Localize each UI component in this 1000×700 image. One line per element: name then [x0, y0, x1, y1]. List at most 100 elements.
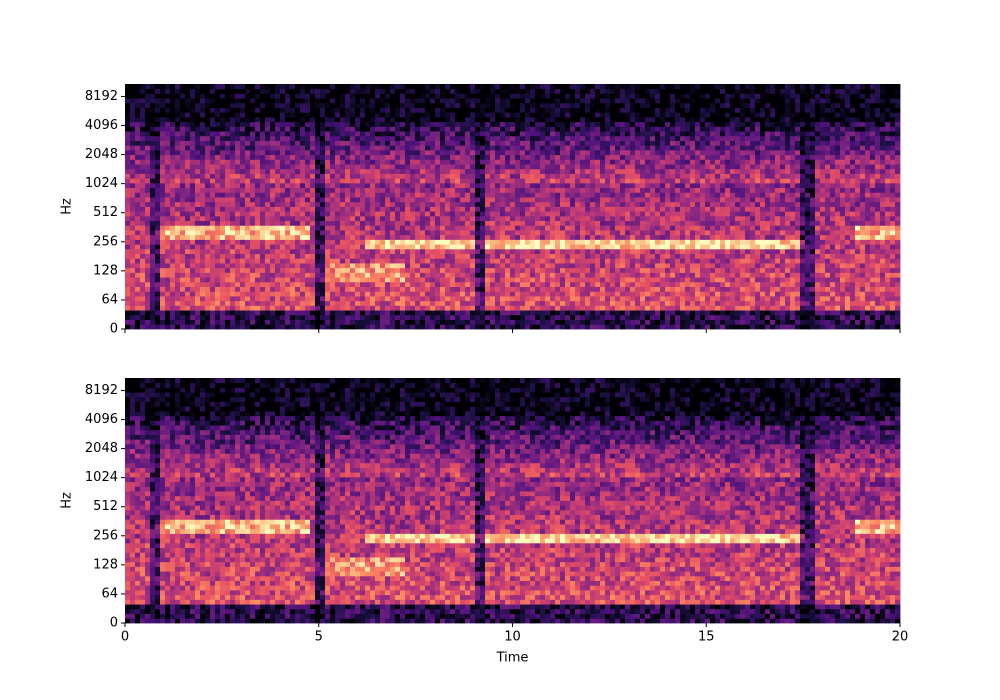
- spectrogram-cell: [225, 154, 231, 160]
- spectrogram-cell: [155, 248, 161, 255]
- spectrogram-cell: [520, 159, 526, 165]
- spectrogram-cell: [595, 154, 601, 160]
- spectrogram-cell: [540, 319, 546, 325]
- spectrogram-cell: [195, 272, 201, 278]
- spectrogram-cell: [410, 286, 416, 292]
- spectrogram-cell: [135, 107, 141, 113]
- spectrogram-cell: [410, 277, 416, 283]
- spectrogram-cell: [420, 291, 426, 297]
- spectrogram-cell: [230, 168, 236, 174]
- spectrogram-cell: [125, 192, 131, 198]
- spectrogram-cell: [445, 107, 451, 113]
- spectrogram-cell: [530, 145, 536, 151]
- spectrogram-cell: [475, 197, 481, 203]
- spectrogram-cell: [540, 220, 546, 226]
- spectrogram-cell: [330, 234, 336, 240]
- spectrogram-cell: [140, 230, 146, 236]
- spectrogram-cell: [600, 98, 606, 104]
- spectrogram-cell: [280, 281, 286, 287]
- spectrogram-cell: [165, 286, 171, 292]
- spectrogram-cell: [240, 201, 246, 207]
- spectrogram-cell: [140, 244, 146, 250]
- spectrogram-cell: [335, 187, 341, 193]
- spectrogram-cell: [370, 244, 376, 250]
- spectrogram-cell: [300, 319, 306, 325]
- spectrogram-cell: [340, 140, 346, 146]
- spectrogram-cell: [230, 286, 236, 292]
- spectrogram-cell: [130, 168, 136, 174]
- spectrogram-cell: [300, 324, 306, 330]
- spectrogram-cell: [350, 277, 356, 283]
- spectrogram-cell: [235, 234, 241, 240]
- spectrogram-cell: [270, 310, 276, 316]
- spectrogram-cell: [445, 258, 451, 264]
- spectrogram-cell: [510, 239, 516, 245]
- spectrogram-cell: [145, 98, 151, 104]
- spectrogram-cell: [425, 173, 431, 179]
- spectrogram-cell: [445, 314, 451, 320]
- spectrogram-cell: [305, 324, 311, 330]
- spectrogram-cell: [400, 239, 406, 245]
- spectrogram-cell: [195, 286, 201, 292]
- spectrogram-cell: [410, 145, 416, 151]
- spectrogram-cell: [425, 88, 431, 94]
- spectrogram-cell: [450, 296, 456, 302]
- spectrogram-cell: [430, 300, 436, 306]
- spectrogram-cell: [535, 84, 541, 90]
- spectrogram-cell: [215, 239, 221, 245]
- spectrogram-cell: [530, 173, 536, 179]
- spectrogram-cell: [380, 220, 386, 226]
- spectrogram-cell: [305, 116, 311, 123]
- spectrogram-cell: [370, 281, 376, 287]
- spectrogram-cell: [435, 230, 441, 236]
- spectrogram-cell: [560, 168, 566, 174]
- spectrogram-cell: [495, 126, 501, 132]
- spectrogram-cell: [560, 131, 566, 137]
- spectrogram-cell: [585, 88, 591, 94]
- spectrogram-cell: [325, 164, 331, 170]
- spectrogram-cell: [455, 319, 461, 325]
- spectrogram-cell: [225, 126, 231, 132]
- spectrogram-cell: [575, 121, 581, 127]
- spectrogram-cell: [155, 145, 161, 151]
- spectrogram-cell: [265, 206, 271, 212]
- spectrogram-cell: [595, 107, 601, 113]
- spectrogram-cell: [315, 319, 321, 325]
- spectrogram-cell: [385, 182, 391, 189]
- spectrogram-cell: [200, 140, 206, 146]
- spectrogram-cell: [365, 206, 371, 212]
- spectrogram-cell: [260, 248, 266, 255]
- spectrogram-cell: [440, 272, 446, 278]
- spectrogram-cell: [175, 234, 181, 240]
- spectrogram-cell: [370, 263, 376, 269]
- spectrogram-cell: [165, 300, 171, 306]
- spectrogram-cell: [190, 253, 196, 259]
- spectrogram-cell: [340, 305, 346, 311]
- spectrogram-cell: [520, 182, 526, 189]
- spectrogram-cell: [570, 234, 576, 240]
- spectrogram-cell: [340, 314, 346, 320]
- spectrogram-cell: [470, 93, 476, 99]
- spectrogram-cell: [365, 267, 371, 273]
- spectrogram-cell: [355, 88, 361, 94]
- spectrogram-cell: [315, 239, 321, 245]
- spectrogram-cell: [540, 244, 546, 250]
- spectrogram-cell: [350, 164, 356, 170]
- spectrogram-cell: [280, 178, 286, 184]
- spectrogram-cell: [230, 206, 236, 212]
- spectrogram-cell: [280, 98, 286, 104]
- spectrogram-cell: [500, 98, 506, 104]
- spectrogram-cell: [290, 135, 296, 141]
- spectrogram-cell: [500, 258, 506, 264]
- spectrogram-cell: [200, 267, 206, 273]
- spectrogram-cell: [415, 121, 421, 127]
- spectrogram-cell: [195, 211, 201, 217]
- spectrogram-cell: [180, 112, 186, 118]
- spectrogram-cell: [200, 305, 206, 311]
- spectrogram-cell: [230, 102, 236, 108]
- spectrogram-cell: [400, 281, 406, 287]
- spectrogram-cell: [215, 173, 221, 179]
- spectrogram-cell: [255, 305, 261, 311]
- spectrogram-cell: [230, 182, 236, 189]
- spectrogram-cell: [180, 272, 186, 278]
